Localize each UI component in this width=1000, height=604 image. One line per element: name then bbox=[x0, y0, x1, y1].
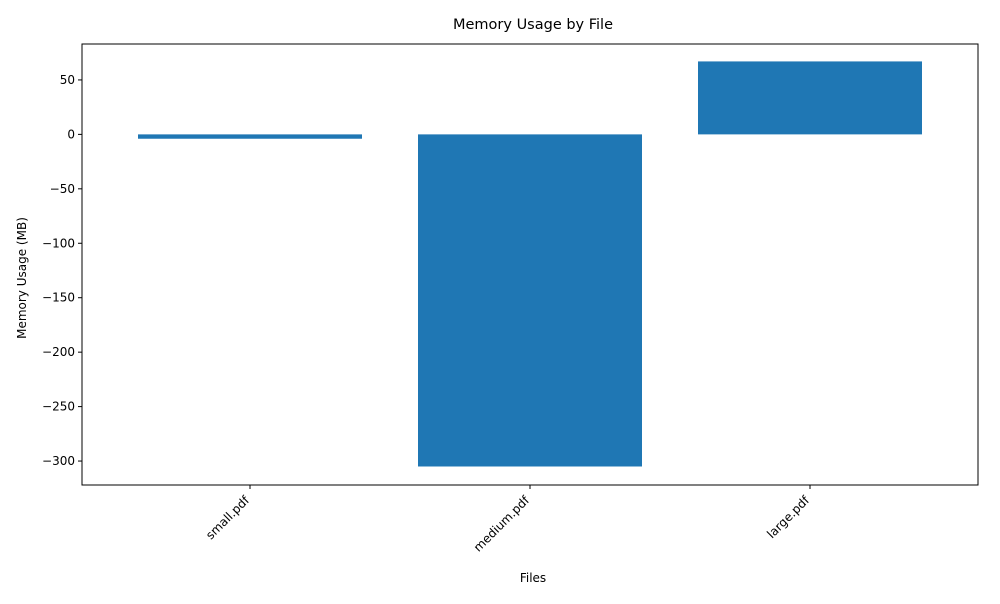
y-tick-label: 50 bbox=[60, 73, 75, 87]
y-tick-label: −200 bbox=[42, 345, 75, 359]
axes-frame bbox=[81, 43, 979, 486]
y-axis-label: Memory Usage (MB) bbox=[15, 217, 29, 339]
y-tick-label: −50 bbox=[50, 182, 75, 196]
x-axis-label: Files bbox=[520, 571, 546, 585]
y-tick-label: 0 bbox=[67, 127, 75, 141]
y-tick-label: −300 bbox=[42, 454, 75, 468]
y-tick-label: −250 bbox=[42, 400, 75, 414]
y-tick-label: −150 bbox=[42, 291, 75, 305]
y-tick-label: −100 bbox=[42, 236, 75, 250]
chart-title: Memory Usage by File bbox=[453, 17, 613, 33]
bar-small-pdf bbox=[138, 134, 362, 139]
bar-large-pdf bbox=[698, 61, 922, 135]
bar-medium-pdf bbox=[418, 134, 642, 467]
